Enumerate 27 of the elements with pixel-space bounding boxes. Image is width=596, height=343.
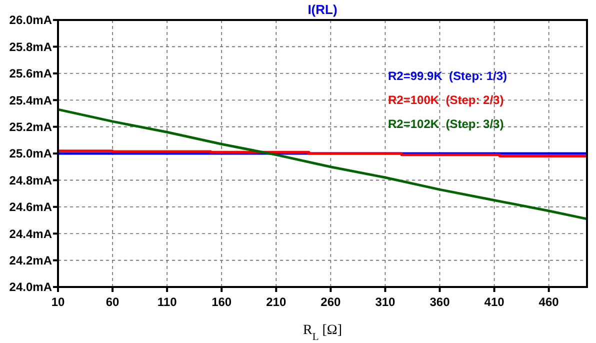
y-tick-label: 25.0mA (9, 146, 52, 161)
y-tick-label: 24.4mA (9, 226, 52, 241)
x-tick-label: 110 (157, 295, 178, 309)
y-tick-label: 25.8mA (9, 40, 52, 54)
y-tick-label: 24.6mA (9, 200, 52, 214)
x-axis-title: R$_{L}$ [Ω] (303, 323, 342, 342)
text: R2=99.9K (Step: 1/3) (388, 69, 508, 83)
x-tick-label: 160 (212, 295, 232, 309)
x-tick-label: 260 (320, 295, 342, 309)
y-tick-label: 25.6mA (9, 66, 52, 81)
y-tick-label: 24.8mA (9, 173, 52, 188)
y-tick-label: 25.2mA (9, 120, 52, 134)
x-tick-label: 60 (106, 295, 120, 309)
y-tick-label: 24.0mA (9, 280, 52, 294)
x-tick-label: 10 (51, 295, 65, 309)
chart-title: I(RL) (308, 2, 338, 17)
x-tick-label: 410 (484, 295, 505, 309)
y-tick-label: 24.2mA (9, 254, 52, 268)
line-series (56, 108, 588, 220)
text: R2=100K (Step: 2/3) (388, 93, 504, 107)
y-tick-label: 26.0mA (9, 13, 52, 28)
text: R2=102K (Step: 3/3) (388, 117, 504, 131)
x-tick-label: 210 (266, 295, 286, 309)
y-tick-label: 25.4mA (9, 93, 52, 108)
x-tick-label: 460 (538, 295, 560, 309)
x-tick-label: 310 (375, 295, 396, 309)
x-tick-label: 360 (430, 295, 450, 309)
